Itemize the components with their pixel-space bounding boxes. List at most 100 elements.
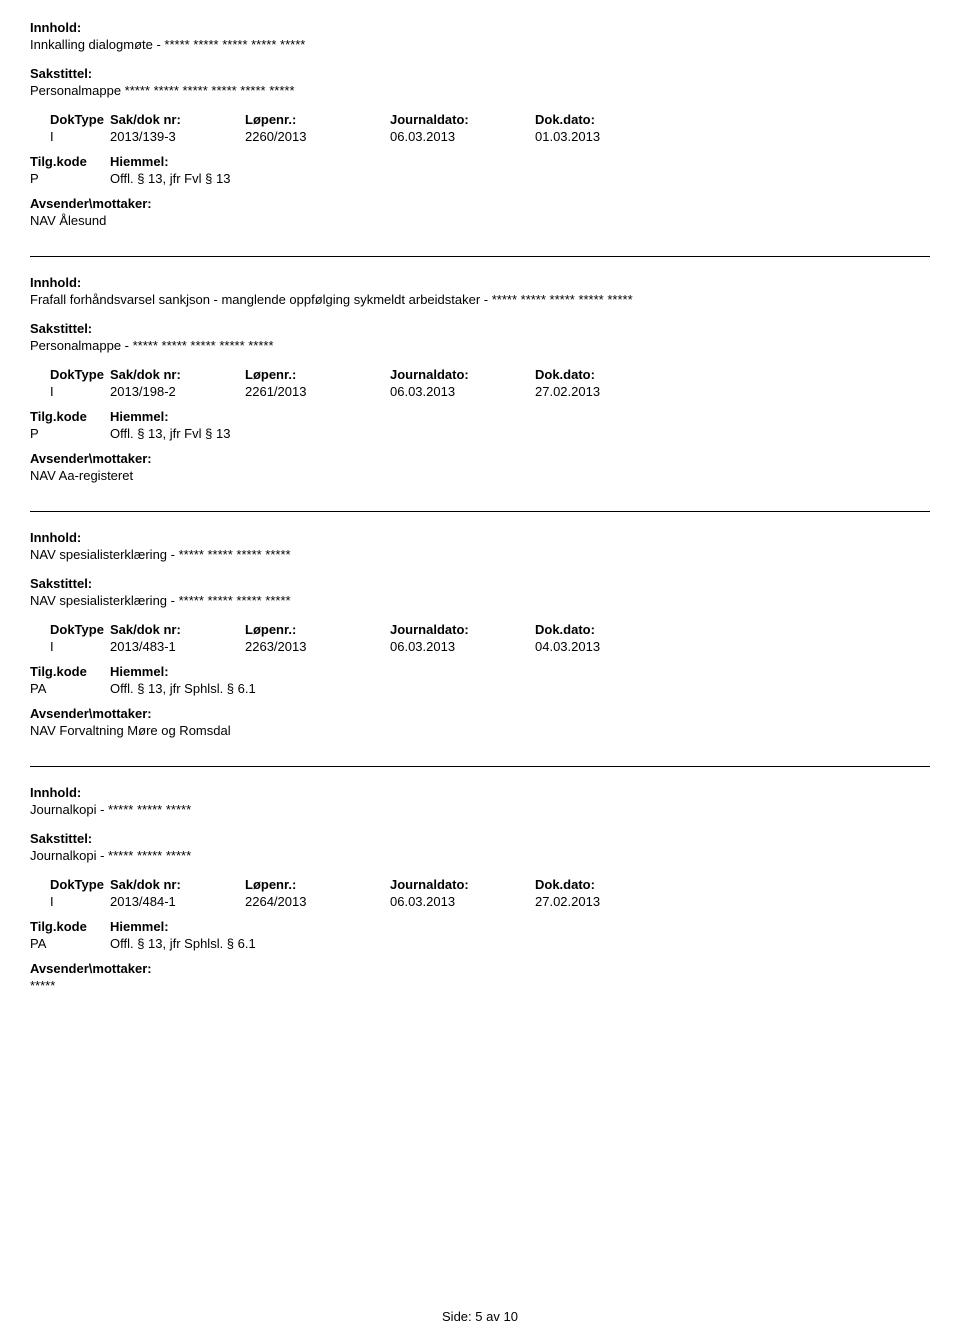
avsender-text: ***** [30,978,930,993]
sakstittel-text: NAV spesialisterklæring - ***** ***** **… [30,593,930,608]
avsender-text: NAV Aa-registeret [30,468,930,483]
table-row: I2013/484-12264/201306.03.201327.02.2013 [30,894,930,909]
sakstittel-text: Personalmappe - ***** ***** ***** ***** … [30,338,930,353]
col-lopenr-header: Løpenr.: [245,622,390,637]
table-header-row: DokTypeSak/dok nr:Løpenr.:Journaldato:Do… [30,112,930,127]
dokdato-value: 01.03.2013 [535,129,680,144]
sakstittel-text: Personalmappe ***** ***** ***** ***** **… [30,83,930,98]
sakstittel-text: Journalkopi - ***** ***** ***** [30,848,930,863]
lopenr-value: 2261/2013 [245,384,390,399]
col-dokdato-header: Dok.dato: [535,877,680,892]
hiemmel-value: Offl. § 13, jfr Sphlsl. § 6.1 [110,681,930,696]
table-row: PAOffl. § 13, jfr Sphlsl. § 6.1 [30,936,930,951]
dokdato-value: 27.02.2013 [535,384,680,399]
table-row: PAOffl. § 13, jfr Sphlsl. § 6.1 [30,681,930,696]
saknr-value: 2013/484-1 [110,894,245,909]
avsender-text: NAV Forvaltning Møre og Romsdal [30,723,930,738]
col-doktype-header: DokType [30,877,110,892]
table-header-row: Tilg.kodeHiemmel: [30,664,930,679]
col-saknr-header: Sak/dok nr: [110,367,245,382]
innhold-label: Innhold: [30,20,930,35]
table-header-row: DokTypeSak/dok nr:Løpenr.:Journaldato:Do… [30,367,930,382]
page-label: Side: [442,1309,472,1324]
journaldato-value: 06.03.2013 [390,384,535,399]
avsender-text: NAV Ålesund [30,213,930,228]
table-header-row: Tilg.kodeHiemmel: [30,409,930,424]
col-lopenr-header: Løpenr.: [245,877,390,892]
page-number: Side: 5 av 10 [0,1309,960,1324]
col-doktype-header: DokType [30,367,110,382]
col-journaldato-header: Journaldato: [390,367,535,382]
innhold-text: Journalkopi - ***** ***** ***** [30,802,930,817]
col-hiemmel-header: Hiemmel: [110,664,930,679]
dokdato-value: 04.03.2013 [535,639,680,654]
table-row: I2013/483-12263/201306.03.201304.03.2013 [30,639,930,654]
table-row: I2013/139-32260/201306.03.201301.03.2013 [30,129,930,144]
record-divider [30,511,930,512]
record: Innhold: NAV spesialisterklæring - ***** … [30,511,930,738]
col-journaldato-header: Journaldato: [390,622,535,637]
sakstittel-label: Sakstittel: [30,321,930,336]
innhold-label: Innhold: [30,275,930,290]
journaldato-value: 06.03.2013 [390,639,535,654]
innhold-text: Innkalling dialogmøte - ***** ***** ****… [30,37,930,52]
avsender-label: Avsender\mottaker: [30,706,930,721]
record-divider [30,256,930,257]
table-header-row: DokTypeSak/dok nr:Løpenr.:Journaldato:Do… [30,877,930,892]
col-saknr-header: Sak/dok nr: [110,112,245,127]
record: Innhold: Journalkopi - ***** ***** ***** S… [30,766,930,993]
doktype-value: I [30,639,110,654]
innhold-text: NAV spesialisterklæring - ***** ***** **… [30,547,930,562]
journaldato-value: 06.03.2013 [390,129,535,144]
col-journaldato-header: Journaldato: [390,112,535,127]
col-doktype-header: DokType [30,112,110,127]
record: Innhold:Frafall forhåndsvarsel sankjson … [30,256,930,483]
col-dokdato-header: Dok.dato: [535,112,680,127]
col-hiemmel-header: Hiemmel: [110,919,930,934]
hiemmel-value: Offl. § 13, jfr Fvl § 13 [110,171,930,186]
table-header-row: Tilg.kodeHiemmel: [30,919,930,934]
journaldato-value: 06.03.2013 [390,894,535,909]
col-tilgkode-header: Tilg.kode [30,154,110,169]
dokdato-value: 27.02.2013 [535,894,680,909]
tilgkode-value: PA [30,681,110,696]
lopenr-value: 2264/2013 [245,894,390,909]
table-header-row: DokTypeSak/dok nr:Løpenr.:Journaldato:Do… [30,622,930,637]
col-lopenr-header: Løpenr.: [245,112,390,127]
sakstittel-label: Sakstittel: [30,66,930,81]
table-row: POffl. § 13, jfr Fvl § 13 [30,171,930,186]
tilgkode-value: P [30,171,110,186]
record: Innhold: Innkalling dialogmøte - ***** **… [30,20,930,228]
innhold-label: Innhold: [30,785,930,800]
col-tilgkode-header: Tilg.kode [30,919,110,934]
page-total: 10 [504,1309,518,1324]
doktype-value: I [30,894,110,909]
innhold-label: Innhold: [30,530,930,545]
doktype-value: I [30,129,110,144]
table-row: POffl. § 13, jfr Fvl § 13 [30,426,930,441]
sakstittel-label: Sakstittel: [30,831,930,846]
hiemmel-value: Offl. § 13, jfr Fvl § 13 [110,426,930,441]
col-journaldato-header: Journaldato: [390,877,535,892]
col-saknr-header: Sak/dok nr: [110,877,245,892]
col-dokdato-header: Dok.dato: [535,622,680,637]
doktype-value: I [30,384,110,399]
record-divider [30,766,930,767]
table-header-row: Tilg.kodeHiemmel: [30,154,930,169]
avsender-label: Avsender\mottaker: [30,961,930,976]
lopenr-value: 2263/2013 [245,639,390,654]
col-hiemmel-header: Hiemmel: [110,409,930,424]
col-dokdato-header: Dok.dato: [535,367,680,382]
page-sep: av [486,1309,500,1324]
lopenr-value: 2260/2013 [245,129,390,144]
col-lopenr-header: Løpenr.: [245,367,390,382]
tilgkode-value: P [30,426,110,441]
col-doktype-header: DokType [30,622,110,637]
col-hiemmel-header: Hiemmel: [110,154,930,169]
sakstittel-label: Sakstittel: [30,576,930,591]
saknr-value: 2013/198-2 [110,384,245,399]
table-row: I2013/198-22261/201306.03.201327.02.2013 [30,384,930,399]
col-tilgkode-header: Tilg.kode [30,664,110,679]
avsender-label: Avsender\mottaker: [30,196,930,211]
tilgkode-value: PA [30,936,110,951]
